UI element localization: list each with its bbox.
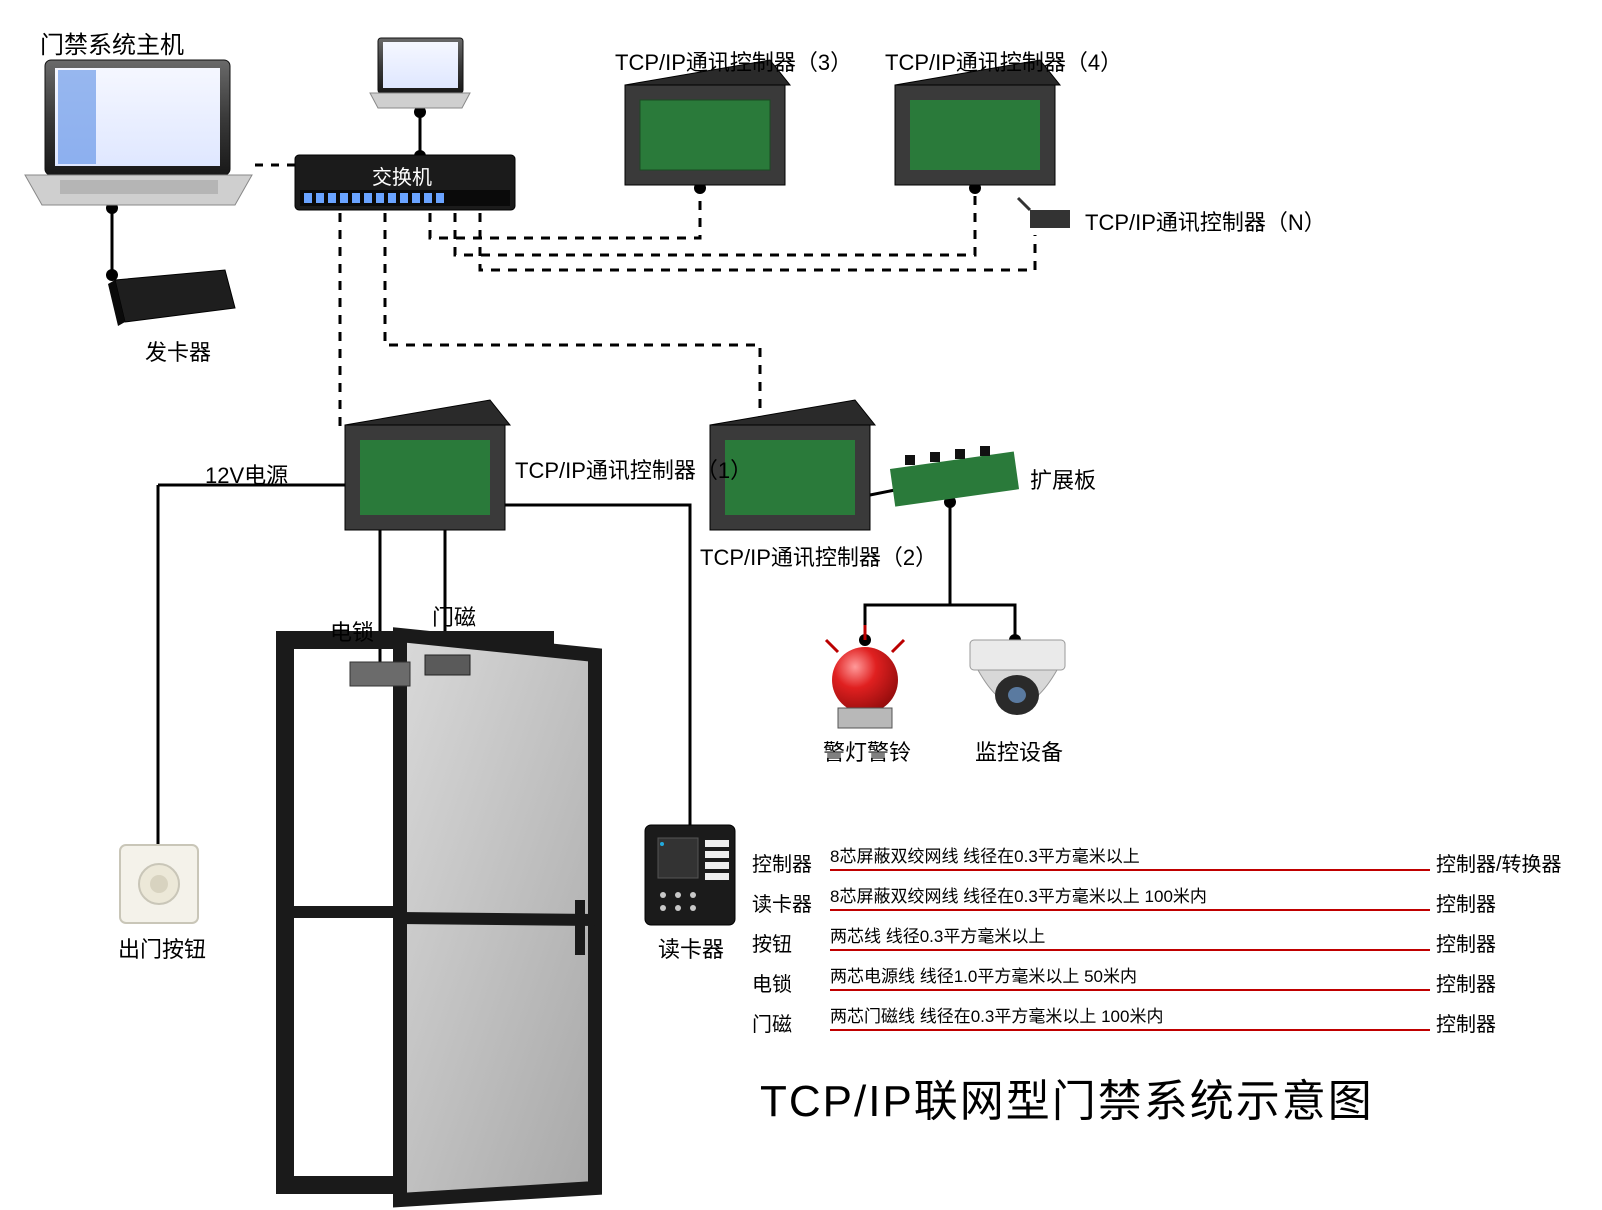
diagram-stage: 门禁系统主机 发卡器 交换机 TCP/IP通讯控制器（3） TCP/IP通讯控制…: [0, 0, 1602, 1210]
door-icon: [285, 635, 595, 1200]
e-lock-label: 电锁: [330, 615, 374, 647]
door-sensor-label: 门磁: [432, 600, 476, 632]
wiring-mid: 8芯屏蔽双绞网线 线径在0.3平方毫米以上: [830, 845, 1430, 871]
card-reader-label: 读卡器: [658, 932, 724, 964]
wiring-row: 门磁 两芯门磁线 线径在0.3平方毫米以上 100米内 控制器: [752, 1005, 1586, 1045]
ext-board-icon: [890, 446, 1019, 507]
host-laptop-icon: [25, 60, 252, 205]
wiring-row: 电锁 两芯电源线 线径1.0平方毫米以上 50米内 控制器: [752, 965, 1586, 1005]
ctrl1-icon: [345, 400, 510, 530]
ctrl2-label: TCP/IP通讯控制器（2）: [700, 540, 937, 572]
alarm-label: 警灯警铃: [823, 735, 911, 767]
exit-button-icon: [120, 845, 198, 923]
switch-label: 交换机: [372, 161, 432, 190]
camera-label: 监控设备: [975, 735, 1063, 767]
exit-button-label: 出门按钮: [118, 932, 206, 964]
wiring-row: 控制器 8芯屏蔽双绞网线 线径在0.3平方毫米以上 控制器/转换器: [752, 845, 1586, 885]
diagram-title: TCP/IP联网型门禁系统示意图: [760, 1065, 1374, 1129]
card-issuer-label: 发卡器: [145, 335, 211, 367]
ctrl4-icon: [895, 60, 1060, 185]
ctrl4-label: TCP/IP通讯控制器（4）: [885, 45, 1122, 77]
wiring-table: 控制器 8芯屏蔽双绞网线 线径在0.3平方毫米以上 控制器/转换器 读卡器 8芯…: [752, 845, 1586, 1045]
wiring-row: 按钮 两芯线 线径0.3平方毫米以上 控制器: [752, 925, 1586, 965]
camera-icon: [970, 640, 1065, 715]
wiring-row: 读卡器 8芯屏蔽双绞网线 线径在0.3平方毫米以上 100米内 控制器: [752, 885, 1586, 925]
card-reader-icon: [645, 825, 735, 925]
wiring-right: 控制器/转换器: [1430, 848, 1586, 877]
ctrlN-icon: [1018, 198, 1070, 228]
ext-board-label: 扩展板: [1030, 463, 1096, 495]
small-laptop-icon: [370, 38, 470, 108]
power-label: 12V电源: [205, 458, 288, 490]
alarm-icon: [826, 625, 904, 728]
ctrl3-icon: [625, 60, 790, 185]
ctrl1-label: TCP/IP通讯控制器（1）: [515, 453, 752, 485]
wiring-left: 控制器: [752, 848, 830, 877]
ctrlN-label: TCP/IP通讯控制器（N）: [1085, 205, 1326, 237]
ctrl3-label: TCP/IP通讯控制器（3）: [615, 45, 852, 77]
card-issuer-icon: [108, 270, 235, 326]
host-laptop-label: 门禁系统主机: [40, 25, 184, 60]
